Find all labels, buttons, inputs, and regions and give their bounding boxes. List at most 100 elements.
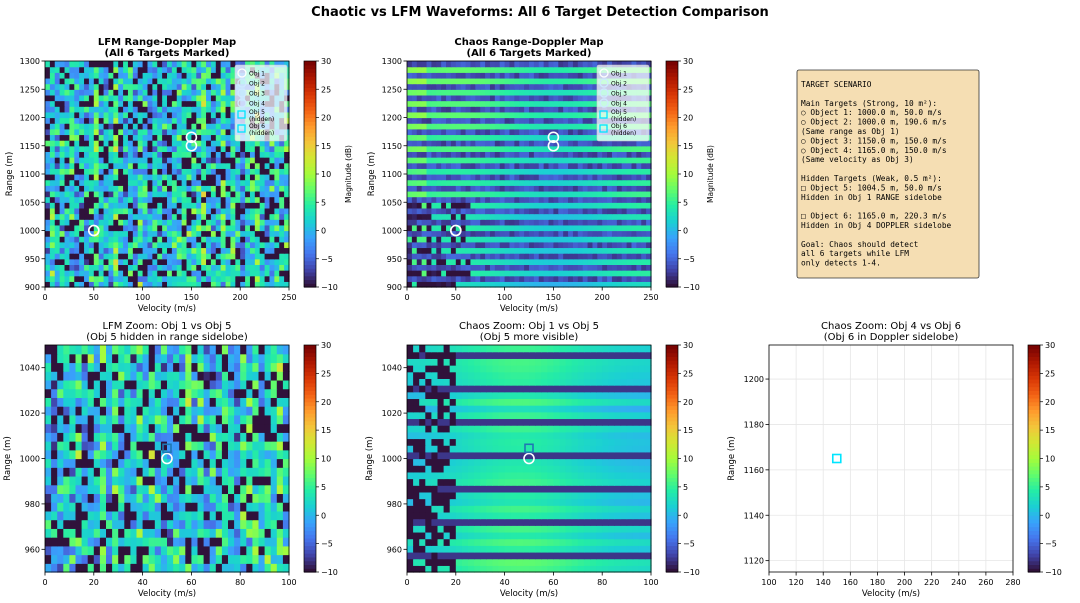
heatmap-cell: [162, 89, 168, 96]
heatmap-cell: [646, 162, 652, 169]
heatmap-cell: [220, 207, 227, 215]
heatmap-cell: [553, 253, 559, 260]
heatmap-cell: [455, 111, 462, 119]
heatmap-cell: [162, 134, 168, 141]
x-axis-label: Velocity (m/s): [138, 304, 196, 314]
heatmap-cell: [197, 441, 205, 451]
heatmap-cell: [470, 128, 476, 136]
heatmap-cell: [186, 247, 192, 254]
heatmap-cell: [460, 145, 467, 152]
heatmap-cell: [631, 207, 637, 215]
heatmap-cell: [167, 145, 173, 152]
heatmap-cell: [284, 162, 290, 169]
heatmap-cell: [59, 61, 66, 68]
heatmap-cell: [563, 111, 569, 119]
heatmap-cell: [132, 185, 139, 192]
heatmap-cell: [470, 213, 476, 220]
heatmap-cell: [426, 151, 432, 158]
heatmap-cell: [533, 207, 540, 215]
heatmap-cell: [249, 258, 256, 265]
colorbar-tick-label: 15: [683, 142, 693, 151]
heatmap-cell: [529, 202, 535, 209]
heatmap-cell: [460, 66, 467, 73]
heatmap-cell: [455, 157, 462, 164]
heatmap-cell: [460, 219, 467, 226]
heatmap-cell: [626, 190, 633, 198]
heatmap-cell: [514, 134, 520, 141]
heatmap-cell: [514, 264, 520, 271]
heatmap-cell: [446, 253, 452, 260]
heatmap-cell: [98, 100, 105, 107]
heatmap-cell: [607, 264, 613, 271]
heatmap-cell: [98, 236, 105, 243]
heatmap-cell: [572, 275, 579, 282]
heatmap-cell: [234, 423, 241, 433]
heatmap-cell: [93, 196, 100, 203]
heatmap-cell: [84, 281, 90, 288]
heatmap-cell: [210, 151, 217, 158]
heatmap-cell: [81, 449, 89, 460]
heatmap-cell: [132, 275, 139, 282]
heatmap-cell: [185, 458, 192, 468]
heatmap-cell: [475, 219, 481, 226]
heatmap-cell: [631, 275, 637, 282]
heatmap-cell: [123, 111, 129, 119]
heatmap-cell: [587, 106, 594, 113]
x-tick-label: 100: [497, 293, 512, 302]
heatmap-cell: [548, 230, 554, 237]
heatmap-cell: [504, 100, 511, 107]
heatmap-cell: [171, 247, 178, 254]
heatmap-cell: [548, 94, 554, 102]
heatmap-cell: [103, 117, 110, 124]
heatmap-cell: [54, 230, 61, 237]
heatmap-cell: [75, 563, 83, 573]
heatmap-cell: [246, 432, 253, 442]
heatmap-cell: [176, 123, 183, 130]
heatmap-cell: [485, 213, 491, 220]
heatmap-cell: [79, 157, 85, 164]
heatmap-cell: [509, 77, 515, 85]
heatmap-cell: [201, 100, 207, 107]
heatmap-cell: [93, 528, 101, 538]
heatmap-cell: [582, 190, 589, 198]
heatmap-cell: [411, 140, 418, 147]
heatmap-cell: [489, 66, 496, 73]
heatmap-cell: [475, 111, 481, 119]
heatmap-cell: [538, 224, 545, 232]
heatmap-cell: [436, 83, 442, 90]
heatmap-cell: [538, 202, 545, 209]
heatmap-cell: [475, 162, 481, 169]
heatmap-cell: [258, 502, 266, 512]
heatmap-cell: [421, 174, 428, 181]
heatmap-cell: [225, 236, 232, 243]
heatmap-cell: [162, 202, 168, 209]
heatmap-cell: [504, 247, 511, 254]
heatmap-cell: [592, 66, 598, 73]
heatmap-cell: [201, 128, 207, 136]
heatmap-cell: [563, 83, 569, 90]
heatmap-cell: [215, 236, 222, 243]
heatmap-cell: [446, 123, 452, 130]
heatmap-cell: [282, 563, 290, 573]
heatmap-cell: [489, 230, 496, 237]
heatmap-cell: [426, 236, 432, 243]
heatmap-cell: [206, 168, 212, 175]
heatmap-cell: [431, 128, 437, 136]
heatmap-cell: [93, 83, 100, 90]
heatmap-cell: [57, 414, 64, 425]
heatmap-cell: [282, 414, 290, 425]
heatmap-cell: [225, 196, 232, 203]
heatmap-cell: [602, 202, 608, 209]
heatmap-cell: [485, 241, 491, 249]
heatmap-cell: [103, 253, 110, 260]
heatmap-cell: [480, 106, 486, 113]
heatmap-cell: [258, 449, 266, 460]
heatmap-cell: [148, 467, 156, 477]
heatmap-cell: [524, 247, 530, 254]
heatmap-cell: [51, 449, 58, 460]
heatmap-cell: [475, 281, 481, 288]
heatmap-cell: [197, 484, 205, 495]
heatmap-cell: [84, 258, 90, 265]
heatmap-cell: [108, 61, 114, 68]
heatmap-cell: [621, 202, 628, 209]
